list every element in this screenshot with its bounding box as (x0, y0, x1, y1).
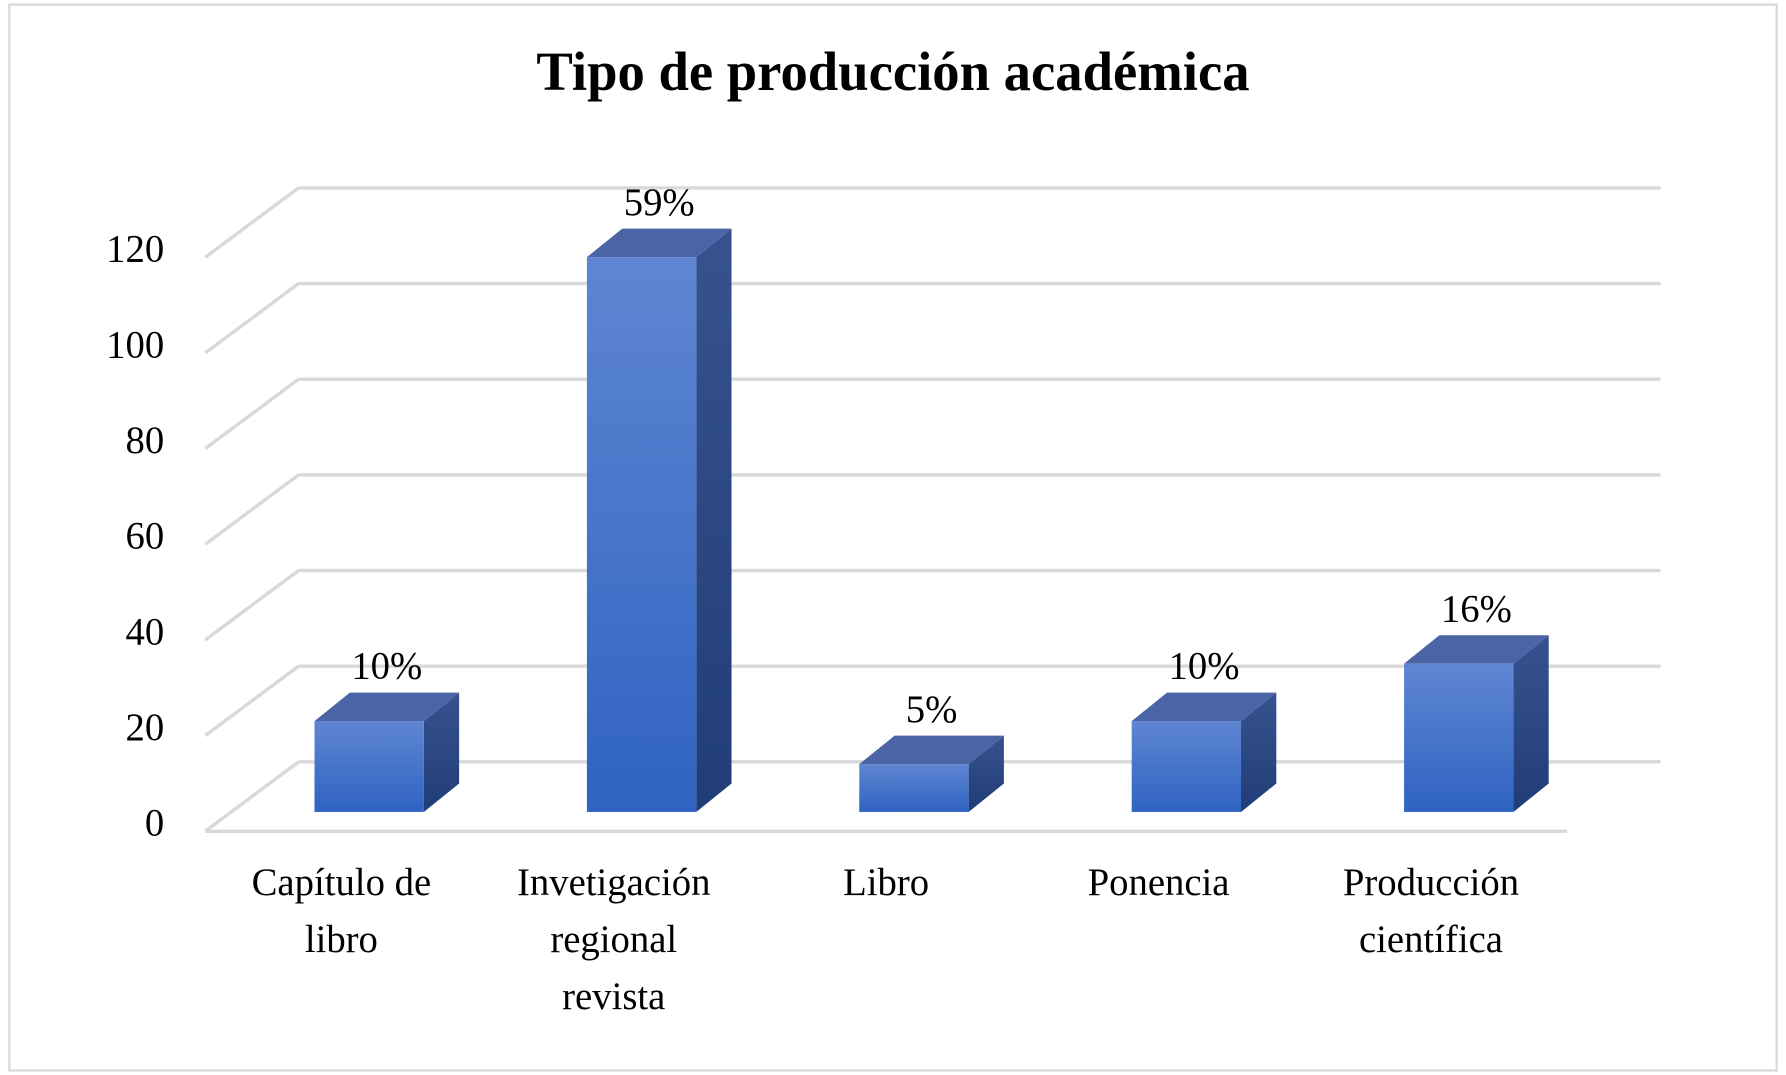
x-tick-label: Capítulo de libro (252, 862, 432, 961)
grid-line-depth (204, 377, 300, 451)
bar (314, 721, 424, 812)
x-tick-label: Invetigación regional revista (517, 862, 710, 1018)
y-tick-label: 100 (106, 324, 164, 366)
grid-line-depth (204, 282, 300, 355)
bar-top (314, 692, 460, 722)
x-tick-label: Libro (843, 862, 929, 904)
bar-side (696, 228, 732, 812)
bar-side (968, 735, 1004, 812)
chart-title: Tipo de producción académica (536, 41, 1249, 102)
bars: 10% Capítulo de libro 59% Invetigación region… (252, 182, 1549, 1018)
grid-line-depth (204, 186, 300, 259)
bar-top (859, 735, 1004, 765)
grid-line-depth (204, 473, 300, 546)
x-tick-label: Ponencia (1088, 862, 1230, 904)
value-label: 59% (624, 182, 695, 224)
y-tick-label: 20 (125, 707, 164, 749)
y-tick-label: 80 (125, 420, 164, 462)
bar (1404, 663, 1514, 812)
value-label: 10% (351, 646, 422, 688)
y-tick-label: 60 (125, 516, 164, 558)
value-label: 16% (1441, 588, 1512, 630)
bar-side (1513, 635, 1549, 812)
bar (1131, 721, 1242, 812)
grid-line-depth (204, 760, 300, 833)
grid-line-depth (204, 664, 300, 738)
frame (8, 3, 1778, 1072)
bar-top (586, 228, 732, 258)
bar (586, 257, 697, 812)
bar-side (1241, 692, 1277, 812)
grid-line-depth (204, 569, 300, 642)
y-tick-label: 120 (106, 229, 164, 271)
value-label: 10% (1169, 646, 1240, 688)
bar-side (423, 692, 460, 812)
x-tick-label: Producción científica (1343, 862, 1519, 961)
y-tick-label: 40 (125, 611, 164, 653)
bar-top (1131, 692, 1277, 722)
value-label: 5% (906, 689, 958, 731)
bar (859, 764, 969, 812)
bar-top (1404, 635, 1549, 664)
y-tick-label: 0 (145, 803, 164, 845)
